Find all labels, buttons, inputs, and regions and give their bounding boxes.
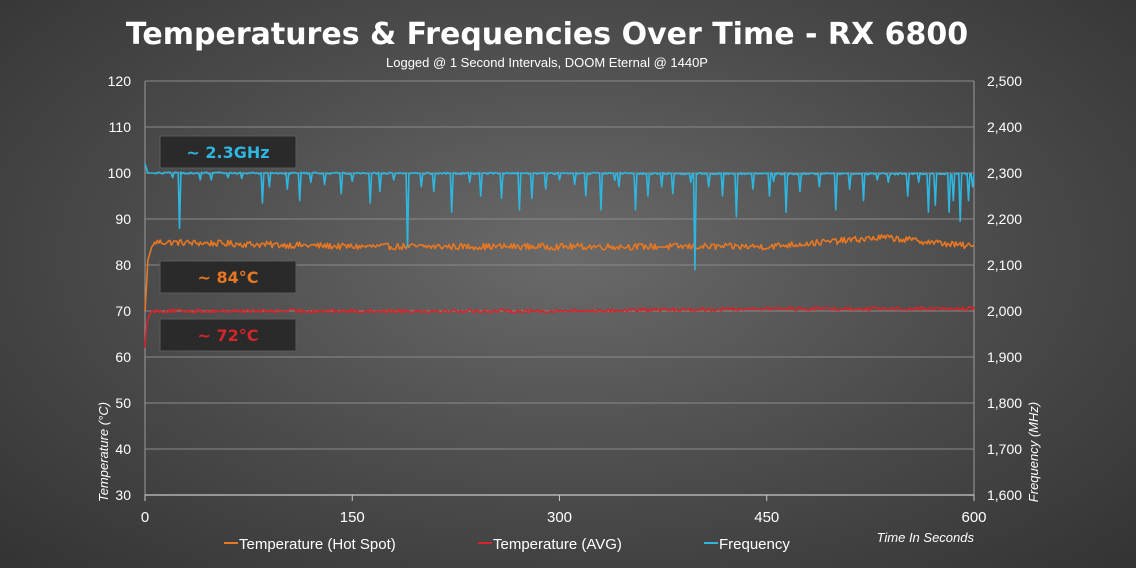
y-right-tick-label: 1,700 — [987, 441, 1022, 457]
annotation-box: ~ 84°C — [159, 260, 297, 294]
annotation-label: ~ 84°C — [198, 268, 259, 287]
y-right-tick-label: 2,300 — [987, 165, 1022, 181]
y-left-tick-label: 40 — [115, 441, 131, 457]
y-left-tick-label: 30 — [115, 487, 131, 503]
y-right-tick-label: 2,400 — [987, 119, 1022, 135]
y-right-tick-label: 2,200 — [987, 211, 1022, 227]
y-left-tick-label: 100 — [108, 165, 132, 181]
y-left-tick-label: 70 — [115, 303, 131, 319]
y-right-tick-label: 2,000 — [987, 303, 1022, 319]
y-left-tick-label: 60 — [115, 349, 131, 365]
left-axis-ticks: 30 40 50 60 70 80 90 100 110 120 — [108, 73, 132, 503]
y-axis-right-label: Frequency (MHz) — [1026, 402, 1041, 502]
x-tick-label: 0 — [141, 509, 149, 526]
y-right-tick-label: 1,600 — [987, 487, 1022, 503]
series-line-2 — [144, 163, 975, 271]
annotations: ~ 2.3GHz ~ 84°C ~ 72°C — [159, 135, 297, 352]
annotation-label: ~ 72°C — [198, 326, 259, 345]
y-right-tick-label: 2,100 — [987, 257, 1022, 273]
legend-label: Frequency — [719, 536, 790, 553]
x-tick-label: 300 — [547, 509, 572, 526]
annotation-box: ~ 2.3GHz — [159, 135, 297, 169]
y-right-tick-label: 1,800 — [987, 395, 1022, 411]
y-axis-left-label: Temperature (°C) — [96, 402, 111, 502]
series-line-0 — [144, 234, 975, 312]
series-line-1 — [144, 306, 975, 348]
annotation-label: ~ 2.3GHz — [186, 143, 269, 162]
annotation-background — [159, 135, 297, 169]
legend-item: Temperature (Hot Spot) — [224, 536, 396, 553]
legend: Temperature (Hot Spot) Temperature (AVG) F… — [224, 536, 790, 553]
x-tick-label: 150 — [340, 509, 365, 526]
x-tick-label: 600 — [961, 509, 986, 526]
x-axis-ticks: 0 150 300 450 600 — [141, 495, 987, 526]
annotation-background — [159, 260, 297, 294]
annotation-box: ~ 72°C — [159, 318, 297, 352]
series-lines — [144, 163, 975, 348]
x-axis-label: Time In Seconds — [877, 530, 975, 545]
x-tick-label: 450 — [754, 509, 779, 526]
legend-label: Temperature (AVG) — [493, 536, 622, 553]
y-left-tick-label: 80 — [115, 257, 131, 273]
legend-item: Frequency — [704, 536, 790, 553]
y-left-tick-label: 90 — [115, 211, 131, 227]
chart-title: Temperatures & Frequencies Over Time - R… — [126, 17, 968, 52]
y-right-tick-label: 1,900 — [987, 349, 1022, 365]
annotation-background — [159, 318, 297, 352]
legend-item: Temperature (AVG) — [478, 536, 622, 553]
right-axis-ticks: 1,600 1,700 1,800 1,900 2,000 2,100 2,200 2,300… — [987, 73, 1022, 503]
y-left-tick-label: 50 — [115, 395, 131, 411]
legend-label: Temperature (Hot Spot) — [239, 536, 396, 553]
y-left-tick-label: 110 — [109, 119, 132, 135]
y-left-tick-label: 120 — [108, 73, 132, 89]
y-right-tick-label: 2,500 — [987, 73, 1022, 89]
chart-subtitle: Logged @ 1 Second Intervals, DOOM Eterna… — [386, 55, 708, 70]
